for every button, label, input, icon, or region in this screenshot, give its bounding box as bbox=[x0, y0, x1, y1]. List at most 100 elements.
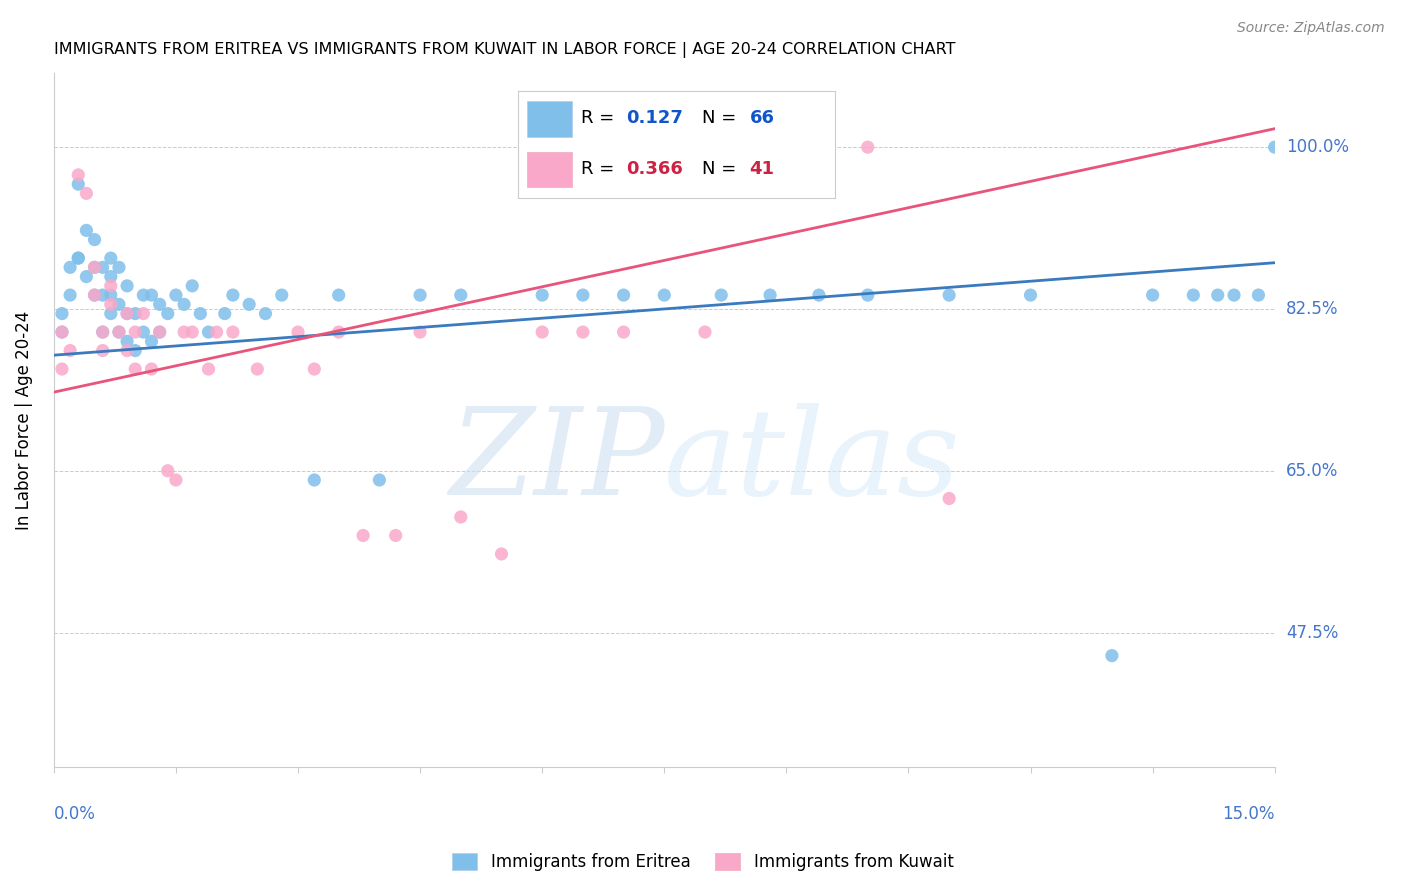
Point bbox=[59, 343, 82, 358]
Point bbox=[108, 260, 131, 275]
Point bbox=[287, 325, 309, 339]
Point bbox=[1101, 648, 1123, 663]
Point bbox=[75, 269, 97, 284]
Point bbox=[450, 510, 472, 524]
Point bbox=[59, 260, 82, 275]
Point bbox=[115, 334, 138, 349]
Point bbox=[124, 362, 146, 376]
Point bbox=[132, 325, 155, 339]
Point bbox=[409, 288, 432, 302]
Point bbox=[270, 288, 292, 302]
Point bbox=[124, 325, 146, 339]
Point bbox=[132, 307, 155, 321]
Point bbox=[205, 325, 228, 339]
Point bbox=[124, 307, 146, 321]
Point bbox=[710, 288, 733, 302]
Point bbox=[181, 278, 204, 293]
Point bbox=[1182, 288, 1205, 302]
Point bbox=[238, 297, 260, 311]
Point bbox=[108, 325, 131, 339]
Point bbox=[115, 278, 138, 293]
Point bbox=[450, 288, 472, 302]
Point bbox=[222, 288, 245, 302]
Point bbox=[807, 288, 830, 302]
Point bbox=[156, 307, 179, 321]
Point bbox=[91, 288, 114, 302]
Text: 82.5%: 82.5% bbox=[1286, 300, 1339, 318]
Point bbox=[75, 186, 97, 201]
Point bbox=[1019, 288, 1042, 302]
Point bbox=[100, 278, 122, 293]
Point bbox=[328, 288, 350, 302]
Point bbox=[304, 473, 326, 487]
Text: Source: ZipAtlas.com: Source: ZipAtlas.com bbox=[1237, 21, 1385, 35]
Point bbox=[1264, 140, 1286, 154]
Point bbox=[59, 288, 82, 302]
Point bbox=[91, 325, 114, 339]
Point bbox=[856, 288, 879, 302]
Text: IMMIGRANTS FROM ERITREA VS IMMIGRANTS FROM KUWAIT IN LABOR FORCE | AGE 20-24 COR: IMMIGRANTS FROM ERITREA VS IMMIGRANTS FR… bbox=[53, 42, 955, 58]
Point bbox=[491, 547, 513, 561]
Point bbox=[328, 325, 350, 339]
Point bbox=[108, 325, 131, 339]
Point bbox=[67, 168, 90, 182]
Point bbox=[165, 473, 187, 487]
Point bbox=[531, 325, 554, 339]
Point bbox=[938, 288, 960, 302]
Text: 0.0%: 0.0% bbox=[53, 805, 96, 823]
Point bbox=[149, 297, 172, 311]
Point bbox=[368, 473, 391, 487]
Point bbox=[759, 288, 782, 302]
Point bbox=[938, 491, 960, 506]
Point bbox=[51, 362, 73, 376]
Point bbox=[67, 251, 90, 265]
Point bbox=[197, 362, 219, 376]
Point bbox=[83, 260, 105, 275]
Point bbox=[197, 325, 219, 339]
Point bbox=[100, 251, 122, 265]
Point bbox=[572, 325, 595, 339]
Point bbox=[156, 464, 179, 478]
Text: 47.5%: 47.5% bbox=[1286, 624, 1339, 641]
Point bbox=[115, 343, 138, 358]
Point bbox=[173, 325, 195, 339]
Point bbox=[100, 288, 122, 302]
Point bbox=[67, 251, 90, 265]
Point bbox=[149, 325, 172, 339]
Point bbox=[91, 343, 114, 358]
Point bbox=[83, 260, 105, 275]
Point bbox=[115, 307, 138, 321]
Point bbox=[51, 325, 73, 339]
Point bbox=[188, 307, 211, 321]
Point bbox=[652, 288, 675, 302]
Point bbox=[246, 362, 269, 376]
Point bbox=[100, 297, 122, 311]
Point bbox=[304, 362, 326, 376]
Point bbox=[409, 325, 432, 339]
Legend: Immigrants from Eritrea, Immigrants from Kuwait: Immigrants from Eritrea, Immigrants from… bbox=[444, 845, 962, 880]
Point bbox=[91, 325, 114, 339]
Y-axis label: In Labor Force | Age 20-24: In Labor Force | Age 20-24 bbox=[15, 310, 32, 530]
Point bbox=[856, 140, 879, 154]
Point bbox=[149, 325, 172, 339]
Point bbox=[1142, 288, 1164, 302]
Point bbox=[108, 297, 131, 311]
Point bbox=[222, 325, 245, 339]
Point bbox=[352, 528, 374, 542]
Point bbox=[572, 288, 595, 302]
Point bbox=[1206, 288, 1229, 302]
Point bbox=[254, 307, 277, 321]
Point bbox=[83, 233, 105, 247]
Text: ZIP: ZIP bbox=[449, 403, 664, 520]
Point bbox=[141, 288, 163, 302]
Point bbox=[100, 269, 122, 284]
Point bbox=[384, 528, 406, 542]
Point bbox=[67, 177, 90, 191]
Text: 65.0%: 65.0% bbox=[1286, 462, 1339, 480]
Point bbox=[613, 288, 636, 302]
Point bbox=[214, 307, 236, 321]
Point bbox=[51, 325, 73, 339]
Point bbox=[1223, 288, 1246, 302]
Point bbox=[75, 223, 97, 237]
Text: 100.0%: 100.0% bbox=[1286, 138, 1348, 156]
